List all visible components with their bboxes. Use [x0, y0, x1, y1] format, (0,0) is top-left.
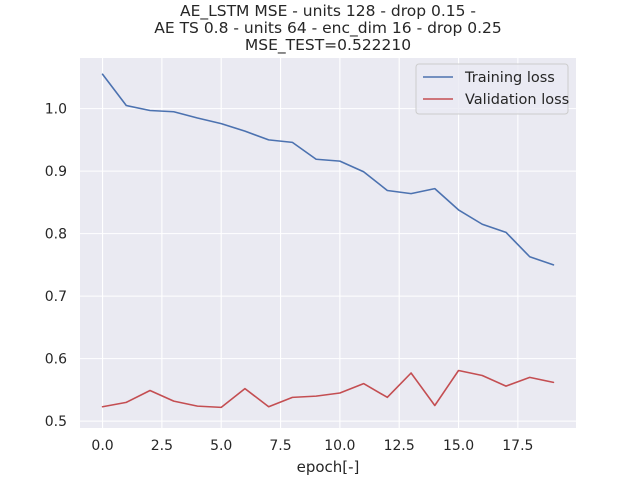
legend-label-validation-loss: Validation loss: [465, 92, 569, 108]
y-tick-label: 0.9: [45, 164, 67, 180]
series-line-validation-loss: [101, 369, 555, 409]
x-gridlines: [101, 58, 519, 428]
x-tick-label: 0.0: [91, 438, 113, 454]
x-tick-label: 12.5: [384, 438, 415, 454]
x-tick-label: 2.5: [151, 438, 173, 454]
series-lines: [101, 73, 555, 409]
legend-box: [415, 63, 569, 115]
title-line-3: MSE_TEST=0.522210: [245, 36, 411, 55]
x-axis-label: epoch[-]: [297, 458, 360, 476]
x-tick-label: 7.5: [269, 438, 291, 454]
x-tick-label: 10.0: [324, 438, 355, 454]
title-line-1: AE_LSTM MSE - units 128 - drop 0.15 -: [180, 2, 476, 21]
y-tick-label: 0.5: [45, 414, 67, 430]
y-tick-label: 0.8: [45, 227, 67, 243]
chart-title: AE_LSTM MSE - units 128 - drop 0.15 - AE…: [154, 2, 501, 55]
title-line-2: AE TS 0.8 - units 64 - enc_dim 16 - drop…: [154, 19, 501, 38]
x-tick-label: 17.5: [502, 438, 533, 454]
x-tick-label: 5.0: [210, 438, 232, 454]
y-tick-label: 1.0: [45, 102, 67, 118]
legend: Training loss Validation loss: [415, 63, 569, 115]
y-tick-label: 0.7: [45, 289, 67, 305]
y-tick-labels: 0.5 0.6 0.7 0.8 0.9 1.0: [45, 102, 67, 431]
plot-area: [80, 58, 576, 428]
legend-label-training-loss: Training loss: [464, 70, 555, 86]
series-line-training-loss: [101, 73, 555, 266]
y-tick-label: 0.6: [45, 352, 67, 368]
x-tick-label: 15.0: [443, 438, 474, 454]
x-tick-labels: 0.0 2.5 5.0 7.5 10.0 12.5 15.0 17.5: [91, 438, 533, 454]
